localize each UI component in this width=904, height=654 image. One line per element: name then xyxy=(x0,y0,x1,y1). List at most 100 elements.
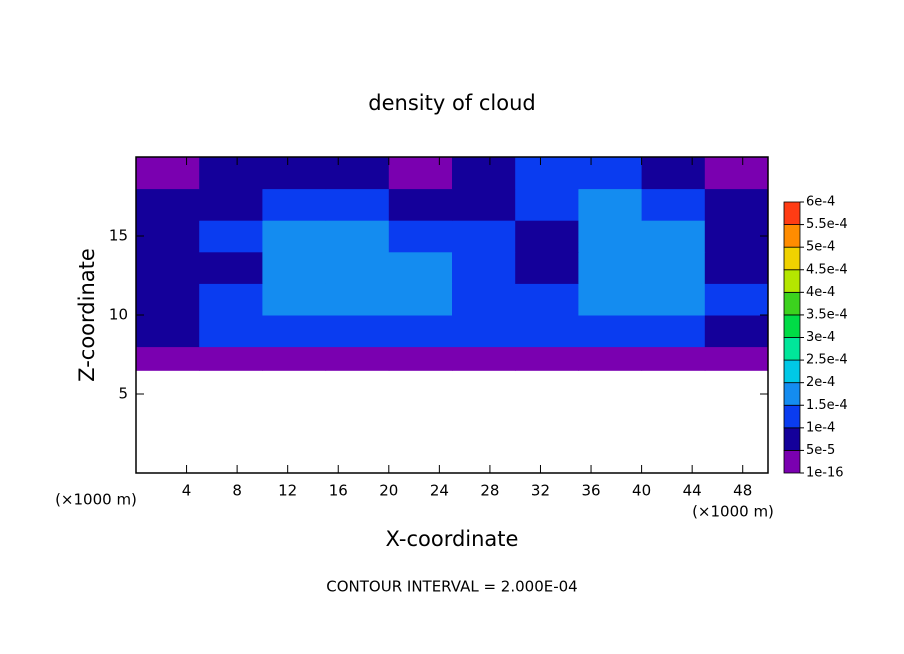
contour-cell xyxy=(199,283,263,316)
contour-cell xyxy=(136,283,200,316)
contour-cell xyxy=(199,346,263,371)
contour-cell xyxy=(262,251,327,284)
contour-cell xyxy=(452,157,516,190)
x-tick-label: 44 xyxy=(683,482,702,500)
colorbar-swatch xyxy=(783,246,801,271)
colorbar-label: 5e-5 xyxy=(806,443,835,458)
x-tick-label: 24 xyxy=(430,482,449,500)
contour-cell xyxy=(641,283,706,316)
contour-cell xyxy=(515,283,579,316)
y-unit-label: (×1000 m) xyxy=(55,491,137,509)
contour-cell xyxy=(704,346,769,371)
colorbar-swatch xyxy=(783,224,801,248)
annotation: CONTOUR INTERVAL = 2.000E-04 xyxy=(326,578,577,596)
contour-cell xyxy=(199,188,263,221)
contour-cell xyxy=(199,157,263,190)
contour-cell xyxy=(452,315,516,348)
contour-cell xyxy=(578,283,643,316)
contour-cell xyxy=(578,251,643,284)
contour-cell xyxy=(262,188,327,221)
colorbar-swatch xyxy=(783,359,801,384)
contour-cell xyxy=(641,220,706,253)
colorbar-label: 4e-4 xyxy=(806,285,835,300)
contour-cell xyxy=(641,157,706,190)
contour-cell xyxy=(199,251,263,284)
contour-cell xyxy=(262,157,327,190)
contour-cell xyxy=(578,188,643,221)
contour-cell xyxy=(325,346,390,371)
y-tick-label: 15 xyxy=(109,227,128,245)
x-tick-label: 48 xyxy=(733,482,752,500)
colorbar-label: 2e-4 xyxy=(806,375,835,390)
contour-cell xyxy=(704,315,769,348)
contour-cell xyxy=(452,346,516,371)
contour-cell xyxy=(388,283,453,316)
colorbar-label: 1e-4 xyxy=(806,420,835,435)
contour-cell xyxy=(704,283,769,316)
contour-cell xyxy=(388,251,453,284)
colorbar-swatch xyxy=(783,427,801,451)
contour-cell xyxy=(325,283,390,316)
contour-cell xyxy=(262,346,327,371)
contour-cell xyxy=(325,251,390,284)
contour-cell xyxy=(515,315,579,348)
colorbar-swatch xyxy=(783,382,801,406)
x-tick-label: 4 xyxy=(182,482,192,500)
contour-cell xyxy=(641,315,706,348)
contour-cell xyxy=(262,283,327,316)
contour-cell xyxy=(515,157,579,190)
colorbar-label: 4.5e-4 xyxy=(806,262,848,277)
y-tick-label: 5 xyxy=(118,385,128,403)
x-axis-label: X-coordinate xyxy=(386,527,519,551)
contour-cell xyxy=(199,315,263,348)
contour-cell xyxy=(136,188,200,221)
y-tick-label: 10 xyxy=(109,306,128,324)
contour-cell xyxy=(641,346,706,371)
contour-cell xyxy=(515,346,579,371)
chart-title: density of cloud xyxy=(368,91,535,115)
contour-cell xyxy=(452,251,516,284)
colorbar-swatch xyxy=(783,269,801,293)
contour-cell xyxy=(452,220,516,253)
x-tick-label: 8 xyxy=(232,482,242,500)
contour-cell xyxy=(325,315,390,348)
contour-cell xyxy=(578,220,643,253)
contour-cell xyxy=(452,283,516,316)
contour-cell xyxy=(704,188,769,221)
contour-cell xyxy=(515,188,579,221)
contour-cell xyxy=(199,220,263,253)
colorbar-label: 3.5e-4 xyxy=(806,307,848,322)
x-tick-label: 36 xyxy=(581,482,600,500)
x-tick-label: 40 xyxy=(632,482,651,500)
contour-cell xyxy=(578,315,643,348)
contour-cell xyxy=(262,315,327,348)
contour-cell xyxy=(515,251,579,284)
x-tick-label: 16 xyxy=(329,482,348,500)
contour-cell xyxy=(136,315,200,348)
x-tick-label: 12 xyxy=(278,482,297,500)
contour-cell xyxy=(388,188,453,221)
contour-cell xyxy=(136,220,200,253)
x-tick-label: 32 xyxy=(531,482,550,500)
contour-cell xyxy=(388,157,453,190)
contour-cell xyxy=(452,188,516,221)
colorbar-swatch xyxy=(783,201,801,225)
contour-cell xyxy=(641,188,706,221)
contour-cell xyxy=(325,157,390,190)
contour-cell xyxy=(704,251,769,284)
contour-cell xyxy=(136,346,200,371)
colorbar-swatch xyxy=(783,450,801,474)
colorbar-swatch xyxy=(783,404,801,429)
x-unit-label: (×1000 m) xyxy=(692,503,774,521)
x-tick-label: 20 xyxy=(379,482,398,500)
colorbar-label: 5e-4 xyxy=(806,240,835,255)
contour-cell xyxy=(388,346,453,371)
colorbar-label: 6e-4 xyxy=(806,195,835,210)
contour-cell xyxy=(325,188,390,221)
colorbar-label: 1.5e-4 xyxy=(806,398,848,413)
colorbar-swatch xyxy=(783,291,801,316)
contour-cell xyxy=(388,220,453,253)
colorbar-label: 3e-4 xyxy=(806,330,835,345)
colorbar-label: 1e-16 xyxy=(806,466,844,481)
